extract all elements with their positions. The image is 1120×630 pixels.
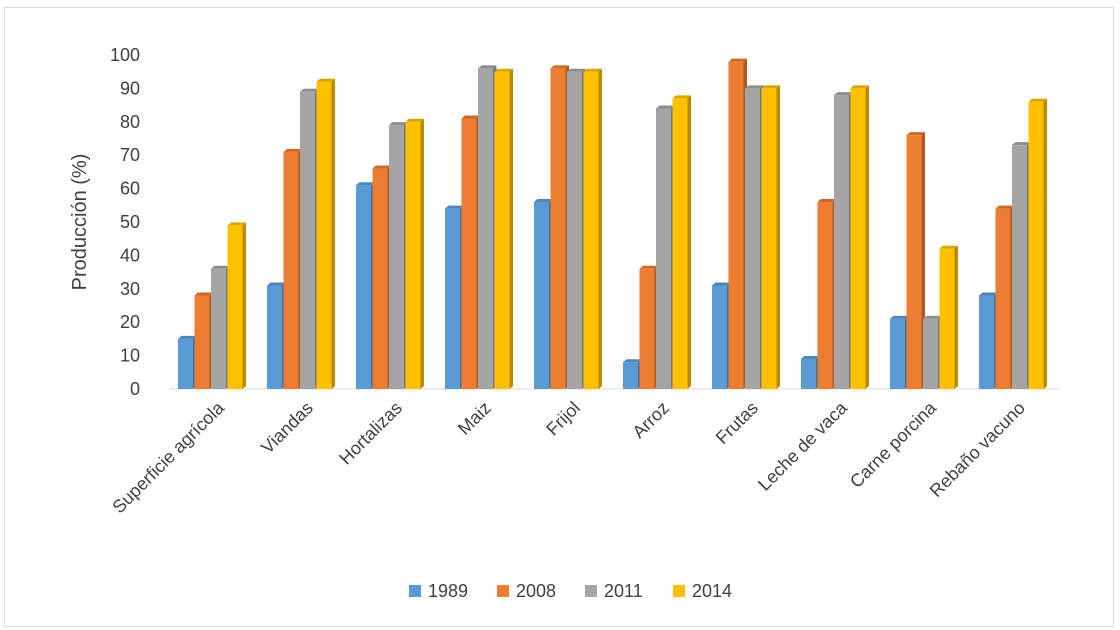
bar-2008-10 xyxy=(995,205,1014,389)
bar-1989-4 xyxy=(445,205,464,389)
x-tick-label: Superficie agrícola xyxy=(108,397,228,517)
legend-swatch xyxy=(409,585,421,597)
x-tick-label: Frutas xyxy=(712,398,762,448)
bar-2008-2 xyxy=(283,148,302,389)
legend-label: 2014 xyxy=(692,581,732,601)
bar-2011-7 xyxy=(745,85,764,390)
bar-2011-2 xyxy=(300,88,319,390)
bar-2014-7 xyxy=(761,85,780,390)
bar-2014-10 xyxy=(1028,98,1047,389)
bar-1989-7 xyxy=(712,282,731,389)
bar-1989-6 xyxy=(623,359,642,389)
bar-2011-8 xyxy=(834,92,853,389)
bar-2011-6 xyxy=(656,105,675,389)
y-tick-label: 20 xyxy=(120,312,140,332)
bar-2014-3 xyxy=(405,118,424,390)
bar-2008-9 xyxy=(906,132,925,389)
x-tick-label: Carne porcina xyxy=(846,397,941,492)
bar-2011-1 xyxy=(211,265,230,389)
bar-2014-2 xyxy=(316,78,335,389)
y-tick-label: 70 xyxy=(120,145,140,165)
bar-1989-8 xyxy=(801,355,820,389)
legend-swatch xyxy=(673,585,685,597)
legend-label: 1989 xyxy=(428,581,468,601)
y-axis-label: Producción (%) xyxy=(69,154,91,291)
bar-2011-10 xyxy=(1012,142,1031,389)
y-tick-label: 90 xyxy=(120,78,140,98)
bar-1989-5 xyxy=(534,198,553,389)
legend-item-1989: 1989 xyxy=(409,581,468,601)
x-tick-label: Frijol xyxy=(542,398,584,440)
bar-2014-5 xyxy=(583,68,602,389)
x-tick-label: Arroz xyxy=(628,398,673,443)
x-tick-label: Rebaño vacuno xyxy=(926,398,1029,501)
bar-2008-1 xyxy=(194,292,213,389)
y-tick-label: 10 xyxy=(120,346,140,366)
bar-1989-2 xyxy=(267,282,286,389)
legend-item-2014: 2014 xyxy=(673,581,732,601)
bar-1989-9 xyxy=(890,315,909,389)
y-tick-label: 100 xyxy=(110,45,140,65)
legend-swatch xyxy=(585,585,597,597)
bar-2008-6 xyxy=(639,265,658,389)
legend-item-2008: 2008 xyxy=(497,581,556,601)
x-tick-label: Hortalizas xyxy=(335,398,406,469)
bar-2008-4 xyxy=(461,115,480,390)
bar-2014-4 xyxy=(494,68,513,389)
y-tick-label: 60 xyxy=(120,179,140,199)
bar-2008-5 xyxy=(550,65,569,390)
bar-2014-8 xyxy=(850,85,869,390)
legend-item-2011: 2011 xyxy=(585,581,643,601)
legend-label: 2008 xyxy=(516,581,556,601)
bar-1989-10 xyxy=(979,292,998,389)
bar-2014-6 xyxy=(672,95,691,390)
y-tick-label: 30 xyxy=(120,279,140,299)
bar-2008-8 xyxy=(817,198,836,389)
y-tick-label: 50 xyxy=(120,212,140,232)
bar-1989-3 xyxy=(356,182,375,389)
x-tick-label: Maiz xyxy=(454,398,495,439)
y-tick-label: 40 xyxy=(120,245,140,265)
bar-2014-1 xyxy=(227,222,246,389)
y-tick-label: 80 xyxy=(120,112,140,132)
y-tick-label: 0 xyxy=(130,379,140,399)
bar-2011-9 xyxy=(923,315,942,389)
bar-2014-9 xyxy=(939,245,958,389)
x-tick-label: Leche de vaca xyxy=(754,397,852,495)
x-tick-label: Viandas xyxy=(257,398,317,458)
bar-2008-3 xyxy=(372,165,391,389)
bar-2008-7 xyxy=(728,58,747,390)
bar-1989-1 xyxy=(178,335,197,389)
legend-swatch xyxy=(497,585,509,597)
legend-label: 2011 xyxy=(604,581,643,601)
bar-2011-5 xyxy=(567,68,586,389)
bar-2011-4 xyxy=(478,65,497,390)
bar-2011-3 xyxy=(389,122,408,389)
